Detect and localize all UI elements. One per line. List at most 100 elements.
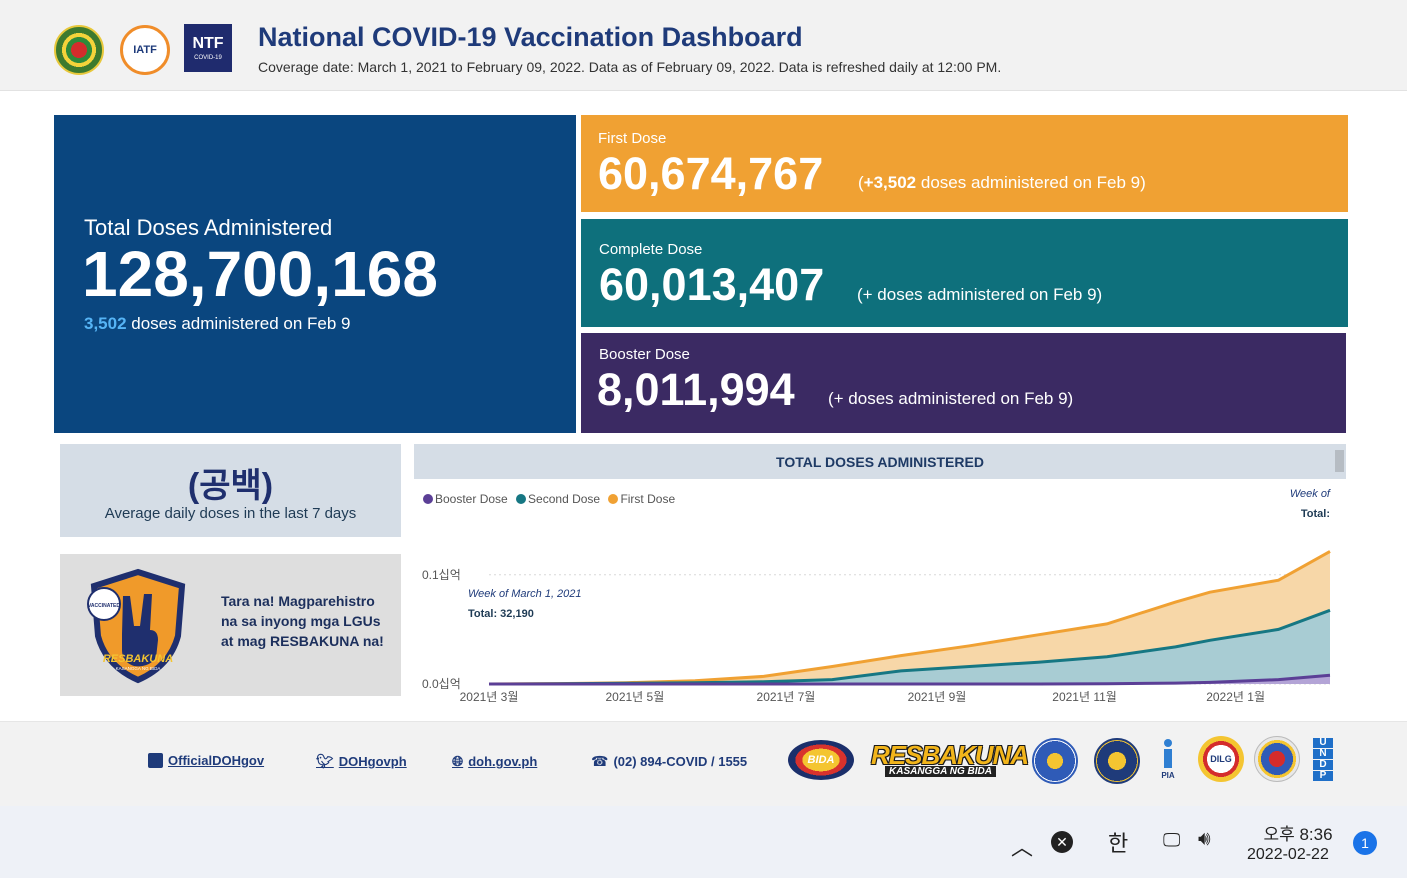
pia-figure-icon: PIA bbox=[1161, 739, 1175, 780]
chart-tooltip-total: Total: bbox=[1300, 508, 1330, 520]
page-title: National COVID-19 Vaccination Dashboard bbox=[258, 22, 803, 52]
website-link-label: doh.gov.ph bbox=[468, 754, 538, 769]
undp-letter-n: N bbox=[1313, 749, 1333, 759]
line-booster-dose bbox=[489, 673, 1331, 686]
website-link[interactable]: 🌐︎ doh.gov.ph bbox=[452, 753, 537, 770]
undp-logo: U N D P bbox=[1313, 738, 1333, 781]
legend-dot-booster bbox=[423, 494, 433, 504]
dnd-seal-logo bbox=[1094, 738, 1140, 784]
ntf-logo: NTF COVID-19 bbox=[184, 24, 232, 72]
booster-dose-delta: (+ doses administered on Feb 9) bbox=[828, 389, 1074, 408]
undp-letter-u: U bbox=[1313, 738, 1333, 748]
total-doses-daily-count: 3,502 bbox=[84, 314, 127, 333]
dilg-logo: DILG bbox=[1198, 736, 1244, 782]
legend-dot-first bbox=[608, 494, 619, 504]
total-doses-chart: TOTAL DOSES ADMINISTERED Booster Dose Se… bbox=[414, 444, 1346, 706]
chart-tooltip-week: Week of bbox=[1289, 488, 1330, 500]
hotline-link[interactable]: ☎ (02) 894-COVID / 1555 bbox=[591, 753, 747, 770]
ime-indicator[interactable]: 한 bbox=[1108, 831, 1129, 856]
twitter-icon: 🐦︎ bbox=[316, 753, 334, 769]
chart-legend: Booster Dose Second Dose First Dose bbox=[423, 492, 680, 506]
presidential-seal-logo bbox=[1032, 738, 1078, 784]
y-tick-label-0: 0.0십억 bbox=[422, 677, 461, 691]
close-circle-icon[interactable]: ✕ bbox=[1051, 831, 1073, 853]
area-second-dose bbox=[489, 610, 1330, 684]
legend-dot-second bbox=[516, 494, 527, 504]
twitter-link[interactable]: 🐦︎ DOHgovph bbox=[316, 753, 407, 770]
x-tick-label-2: 2021년 7월 bbox=[757, 690, 816, 704]
x-tick-label-1: 2021년 5월 bbox=[605, 690, 664, 704]
legend-item-second[interactable]: Second Dose bbox=[516, 492, 600, 506]
first-dose-delta-text: doses administered on Feb 9) bbox=[916, 173, 1146, 192]
bida-logo: BIDA bbox=[788, 740, 854, 780]
booster-dose-value: 8,011,994 bbox=[597, 364, 795, 415]
header: IATF NTF COVID-19 National COVID-19 Vacc… bbox=[0, 0, 1407, 91]
y-tick-label-1: 0.1십억 bbox=[422, 568, 461, 582]
show-hidden-icons-chevron-icon[interactable]: ︿ bbox=[1011, 835, 1034, 860]
facebook-link-label: OfficialDOHgov bbox=[168, 753, 265, 768]
register-promo-card: VACCINATED RESBAKUNA KASANGGA NG BIDA Ta… bbox=[60, 554, 401, 696]
legend-label-first: First Dose bbox=[620, 492, 676, 506]
legend-label-booster: Booster Dose bbox=[435, 492, 508, 506]
chart-scrollbar[interactable] bbox=[1335, 450, 1344, 472]
hotline-label: (02) 894-COVID / 1555 bbox=[613, 754, 748, 769]
iatf-logo: IATF bbox=[120, 25, 170, 75]
average-daily-label: Average daily doses in the last 7 days bbox=[104, 505, 357, 522]
x-tick-label-0: 2021년 3월 bbox=[460, 690, 519, 704]
total-doses-note: 3,502 doses administered on Feb 9 bbox=[84, 314, 351, 334]
first-dose-value: 60,674,767 bbox=[598, 148, 824, 199]
badge-brand-text: RESBAKUNA bbox=[103, 653, 173, 665]
facebook-link[interactable]: f OfficialDOHgov bbox=[148, 753, 265, 769]
first-dose-card: First Dose 60,674,767 (+3,502 doses admi… bbox=[581, 115, 1348, 212]
first-dose-label: First Dose bbox=[598, 130, 667, 147]
x-tick-label-3: 2021년 9월 bbox=[908, 690, 967, 704]
chart-plot[interactable]: 0.0십억 0.1십억 2021년 3월 2021년 5월 2021년 7월 2021년 … bbox=[414, 524, 1346, 706]
network-icon[interactable]: 🖵︎ bbox=[1163, 830, 1181, 850]
globe-icon: 🌐︎ bbox=[452, 753, 464, 769]
ntf-logo-subtext: COVID-19 bbox=[194, 54, 222, 61]
coverage-subtitle: Coverage date: March 1, 2021 to February… bbox=[258, 59, 1002, 75]
total-doses-label: Total Doses Administered bbox=[84, 215, 333, 240]
area-first-dose bbox=[489, 551, 1330, 684]
resbakuna-badge-icon: VACCINATED RESBAKUNA KASANGGA NG BIDA bbox=[87, 568, 186, 684]
twitter-link-label: DOHgovph bbox=[338, 754, 407, 769]
volume-icon[interactable]: 🔊︎ bbox=[1198, 828, 1211, 850]
total-doses-value: 128,700,168 bbox=[82, 238, 438, 310]
area-booster-dose bbox=[489, 675, 1330, 684]
notification-badge[interactable]: 1 bbox=[1353, 831, 1377, 855]
booster-dose-label: Booster Dose bbox=[599, 346, 690, 363]
first-dose-delta: (+3,502 doses administered on Feb 9) bbox=[858, 173, 1146, 193]
undp-letter-d: D bbox=[1313, 760, 1333, 770]
first-dose-delta-count: +3,502 bbox=[863, 173, 917, 192]
annotation-week: Week of March 1, 2021 bbox=[468, 588, 582, 600]
doh-seal-logo bbox=[54, 25, 104, 75]
resbakuna-logo: RESBAKUNA bbox=[871, 740, 1029, 770]
windows-taskbar: ︿ ✕ 한 🖵︎ 🔊︎ 오후 8:36 2022-02-22 1 bbox=[0, 806, 1407, 878]
annotation-total: Total: 32,190 bbox=[468, 608, 534, 620]
first-dose-delta-open: ( bbox=[858, 173, 864, 192]
facebook-icon: f bbox=[148, 753, 163, 769]
clock-date[interactable]: 2022-02-22 bbox=[1247, 846, 1329, 863]
x-tick-label-5: 2022년 1월 bbox=[1206, 690, 1265, 704]
average-daily-value: (공백) bbox=[187, 467, 274, 505]
badge-sub-text: KASANGGA NG BIDA bbox=[116, 666, 161, 671]
legend-item-first[interactable]: First Dose bbox=[608, 492, 675, 506]
chart-title: TOTAL DOSES ADMINISTERED bbox=[414, 444, 1346, 479]
footer: f OfficialDOHgov 🐦︎ DOHgovph 🌐︎ doh.gov.ph … bbox=[0, 721, 1407, 806]
legend-item-booster[interactable]: Booster Dose bbox=[423, 492, 508, 506]
resbakuna-logo-sub: KASANGGA NG BIDA bbox=[885, 766, 996, 777]
total-doses-card: Total Doses Administered 128,700,168 3,5… bbox=[54, 115, 576, 433]
legend-label-second: Second Dose bbox=[528, 492, 601, 506]
booster-dose-card: Booster Dose 8,011,994 (+ doses administ… bbox=[581, 333, 1346, 433]
x-tick-label-4: 2021년 11월 bbox=[1052, 690, 1117, 704]
badge-vaccinated-text: VACCINATED bbox=[88, 603, 120, 609]
promo-message: Tara na! Magparehistro na sa inyong mga … bbox=[221, 593, 384, 649]
agency-seal-logo bbox=[1254, 736, 1300, 782]
total-doses-note-text: doses administered on Feb 9 bbox=[126, 314, 351, 333]
clock-time[interactable]: 오후 8:36 bbox=[1263, 825, 1333, 844]
complete-dose-delta: (+ doses administered on Feb 9) bbox=[857, 285, 1103, 304]
pia-text: PIA bbox=[1161, 771, 1175, 780]
undp-letter-p: P bbox=[1313, 771, 1333, 781]
ntf-logo-text: NTF bbox=[192, 34, 224, 52]
